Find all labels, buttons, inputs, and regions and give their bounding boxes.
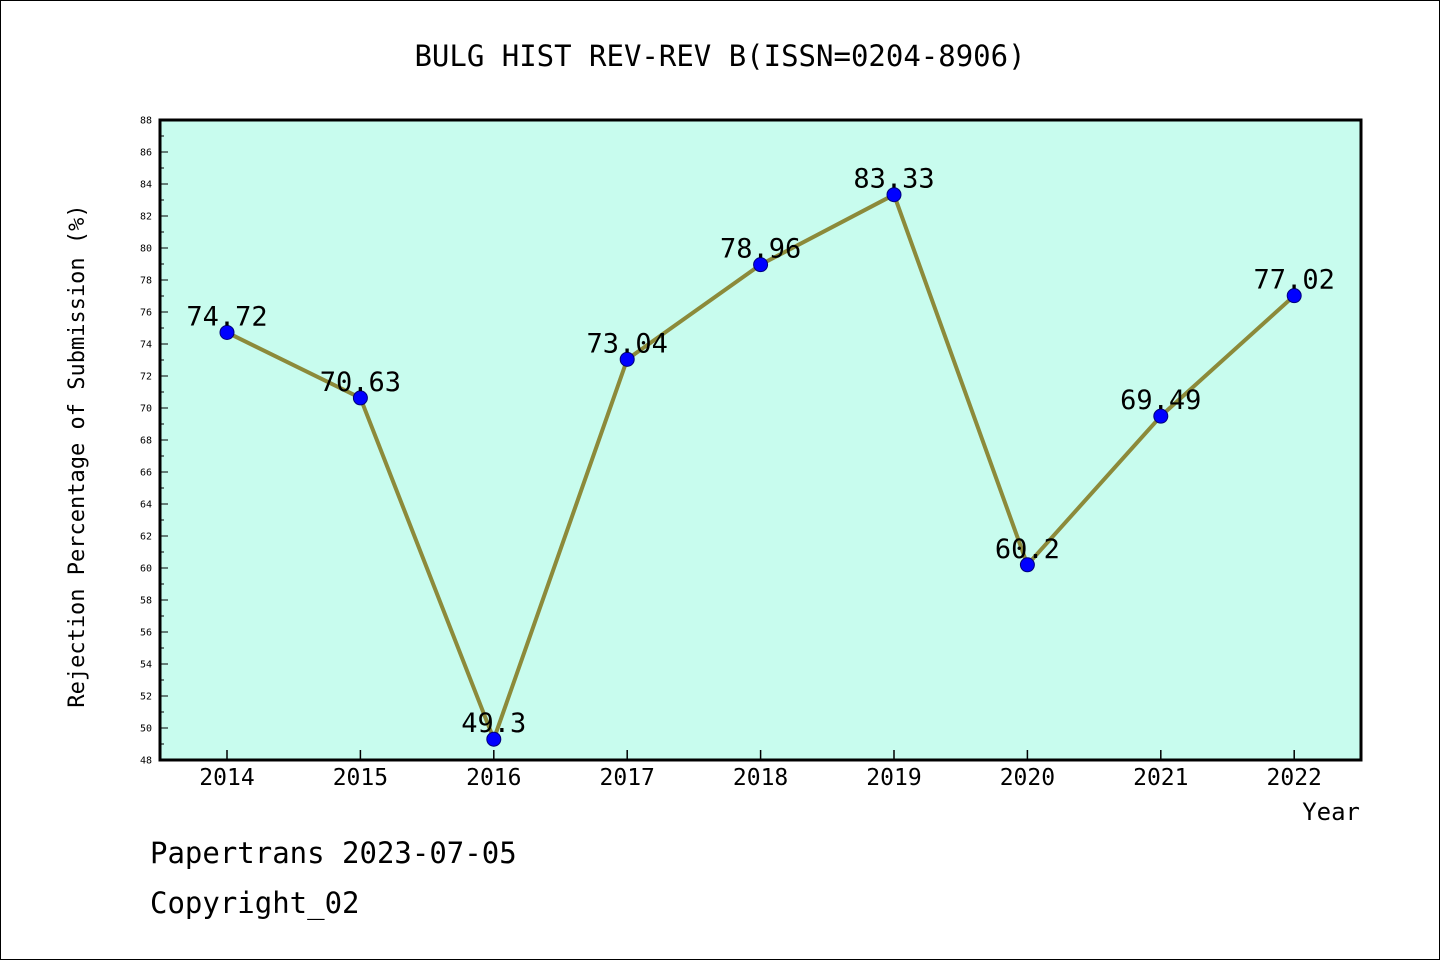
data-point (486, 731, 502, 747)
series-points (219, 187, 1302, 747)
y-axis: 48 50 52 54 56 58 60 62 64 66 68 70 72 74 76 78 80 82 84 86… (140, 116, 168, 767)
data-labels: 74.72 70.63 49.3 73.04 78.96 83.33 60.2 69.49 77… (186, 164, 1334, 739)
y-tick-label: 64 (140, 500, 152, 511)
y-tick-label: 54 (140, 660, 152, 671)
data-point (753, 257, 769, 273)
y-tick-label: 74 (140, 340, 152, 351)
x-tick-label: 2021 (1133, 765, 1188, 791)
data-point (219, 324, 235, 340)
data-label: 49.3 (461, 708, 526, 739)
y-tick-label: 86 (140, 148, 152, 159)
plot-area (158, 118, 1363, 762)
y-tick-label: 62 (140, 532, 152, 543)
x-tick-label: 2019 (866, 765, 921, 791)
y-tick-label: 52 (140, 692, 152, 703)
y-tick-label: 76 (140, 308, 152, 319)
y-tick-label: 66 (140, 468, 152, 479)
y-tick-label: 68 (140, 436, 152, 447)
y-tick-label: 60 (140, 564, 152, 575)
y-tick-label: 58 (140, 596, 152, 607)
data-point (886, 187, 902, 203)
data-label: 77.02 (1254, 265, 1335, 296)
y-tick-label: 84 (140, 180, 152, 191)
data-label: 60.2 (995, 534, 1060, 565)
data-point (1153, 408, 1169, 424)
x-axis-label: Year (1302, 798, 1360, 826)
footer-copyright: Copyright_02 (150, 886, 360, 920)
data-label: 83.33 (853, 164, 934, 195)
chart-title: BULG HIST REV-REV B(ISSN=0204-8906) (414, 39, 1025, 73)
footer-date: Papertrans 2023-07-05 (150, 836, 517, 870)
x-tick-label: 2014 (199, 765, 254, 791)
data-label: 73.04 (587, 328, 668, 359)
data-label: 69.49 (1120, 385, 1201, 416)
data-point (352, 390, 368, 406)
x-tick-label: 2020 (1000, 765, 1055, 791)
y-tick-label: 50 (140, 724, 152, 735)
data-point (1286, 288, 1302, 304)
x-tick-label: 2018 (733, 765, 788, 791)
y-tick-label: 80 (140, 244, 152, 255)
data-point (1019, 557, 1035, 573)
x-tick-label: 2022 (1267, 765, 1322, 791)
y-tick-label: 72 (140, 372, 152, 383)
y-tick-label: 78 (140, 276, 152, 287)
data-label: 74.72 (186, 301, 267, 332)
y-tick-label: 88 (140, 116, 152, 127)
x-tick-label: 2017 (600, 765, 655, 791)
data-point (619, 351, 635, 367)
x-tick-label: 2016 (466, 765, 521, 791)
y-tick-label: 56 (140, 628, 152, 639)
data-label: 70.63 (320, 367, 401, 398)
data-label: 78.96 (720, 234, 801, 265)
y-tick-label: 48 (140, 756, 152, 767)
x-axis: 2014 2015 2016 2017 2018 2019 2020 2021 2022 (199, 750, 1322, 791)
y-axis-label: Rejection Percentage of Submission (%) (65, 204, 90, 707)
y-tick-label: 70 (140, 404, 152, 415)
y-tick-label: 82 (140, 212, 152, 223)
x-tick-label: 2015 (333, 765, 388, 791)
